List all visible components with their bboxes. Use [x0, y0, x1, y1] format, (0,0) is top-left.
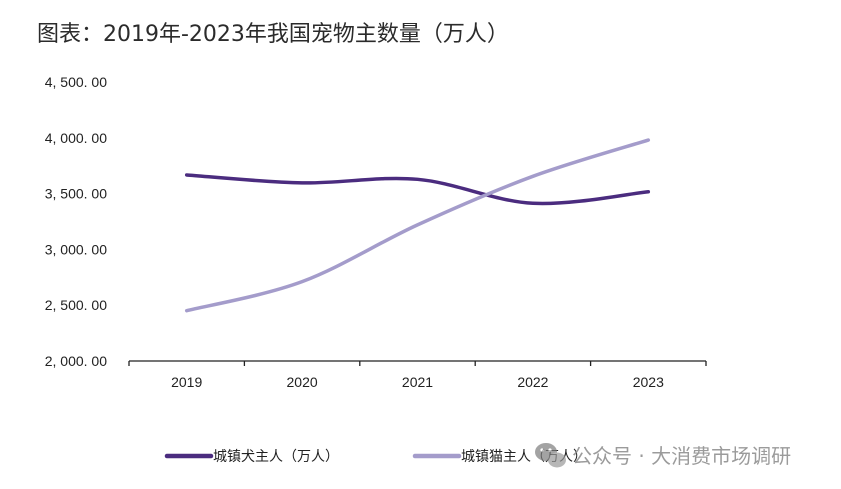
legend: 城镇犬主人（万人） 城镇猫主人（万人）	[164, 449, 587, 465]
x-tick-label: 2019	[171, 374, 202, 390]
legend-label: 城镇猫主人（万人）	[461, 449, 587, 465]
y-tick-label: 4, 000. 00	[45, 130, 107, 146]
series-group	[184, 138, 651, 313]
legend-label: 城镇犬主人（万人）	[213, 449, 339, 465]
series-line-1	[184, 138, 651, 313]
x-tick-label: 2020	[287, 374, 318, 390]
y-axis: 2, 000. 00 2, 500. 00 3, 000. 00 3, 500. 00…	[45, 74, 107, 369]
x-tick-label: 2023	[633, 374, 664, 390]
watermark-text: 公众号 · 大消费市场调研	[572, 444, 791, 468]
y-tick-label: 3, 500. 00	[45, 186, 107, 202]
chart-title: 图表：2019年-2023年我国宠物主数量（万人）	[37, 22, 509, 47]
watermark: 公众号 · 大消费市场调研	[535, 443, 791, 468]
x-tick-label: 2022	[517, 374, 548, 390]
x-axis: 2019 2020 2021 2022 2023	[128, 360, 707, 390]
wechat-icon	[535, 443, 566, 468]
y-tick-label: 2, 000. 00	[45, 353, 107, 369]
x-tick-label: 2021	[402, 374, 433, 390]
y-tick-label: 2, 500. 00	[45, 297, 107, 313]
y-tick-label: 4, 500. 00	[45, 74, 107, 90]
series-line-0	[184, 173, 651, 206]
y-tick-label: 3, 000. 00	[45, 241, 107, 257]
